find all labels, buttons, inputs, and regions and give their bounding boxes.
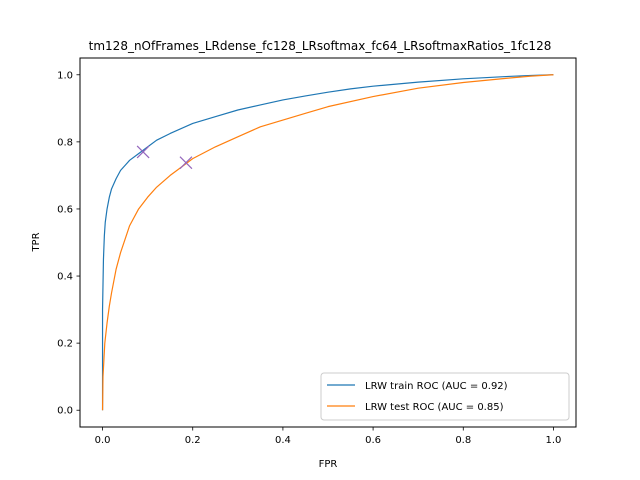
y-tick-label: 0.0 — [57, 406, 73, 417]
x-tick-label: 0.8 — [455, 435, 471, 446]
series-line-0 — [101, 74, 554, 411]
series-lines — [101, 74, 554, 411]
x-tick-label: 0.2 — [185, 435, 201, 446]
threshold-markers — [136, 145, 193, 170]
x-tick-label: 1.0 — [546, 435, 562, 446]
legend-box — [320, 372, 570, 421]
y-tick-label: 0.8 — [57, 137, 73, 148]
axes-frame — [79, 57, 577, 428]
x-tick-label: 0.6 — [365, 435, 381, 446]
y-axis-ticks: 0.0 0.2 0.4 0.6 0.8 1.0 — [57, 70, 80, 417]
legend: LRW train ROC (AUC = 0.92) LRW test ROC (… — [320, 372, 570, 421]
y-axis-label: TPR — [31, 232, 42, 252]
y-tick-label: 0.4 — [57, 272, 73, 283]
y-tick-label: 1.0 — [57, 70, 73, 81]
x-tick-label: 0.4 — [275, 435, 291, 446]
legend-label-1: LRW test ROC (AUC = 0.85) — [365, 402, 504, 413]
series-line-1 — [101, 74, 554, 411]
x-axis-label: FPR — [319, 459, 338, 470]
y-tick-label: 0.2 — [57, 339, 73, 350]
threshold-marker-0 — [136, 145, 150, 159]
chart-title: tm128_nOfFrames_LRdense_fc128_LRsoftmax_… — [89, 39, 552, 53]
legend-label-0: LRW train ROC (AUC = 0.92) — [365, 381, 508, 392]
x-axis-ticks: 0.0 0.2 0.4 0.6 0.8 1.0 — [95, 427, 562, 446]
threshold-marker-1 — [179, 156, 193, 170]
x-tick-label: 0.0 — [95, 435, 111, 446]
y-tick-label: 0.6 — [57, 204, 73, 215]
